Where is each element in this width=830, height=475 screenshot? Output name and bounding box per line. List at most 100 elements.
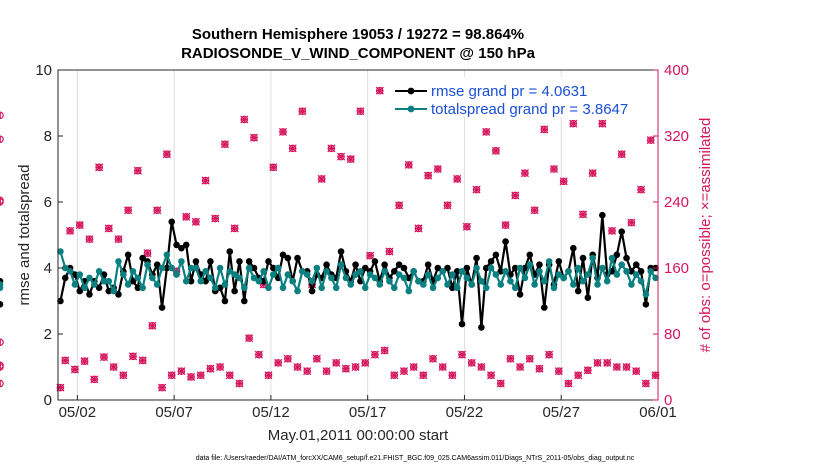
series-totalspread-point xyxy=(482,284,490,292)
obs-assimilated-marker xyxy=(283,354,292,363)
series-rmse-point xyxy=(458,320,466,328)
series-totalspread-point xyxy=(526,261,534,269)
obs-assimilated-marker xyxy=(370,350,379,359)
series-rmse-point xyxy=(449,284,456,292)
series-rmse-point xyxy=(105,287,113,295)
obs-assimilated-marker xyxy=(66,226,75,235)
series-totalspread-point xyxy=(61,264,69,272)
series-rmse-point xyxy=(444,264,451,272)
series-rmse-point xyxy=(221,297,229,305)
series-totalspread-point xyxy=(163,251,171,259)
obs-assimilated-marker xyxy=(637,185,646,194)
series-rmse-point xyxy=(613,251,621,259)
obs-assimilated-marker xyxy=(448,371,457,380)
obs-assimilated-marker xyxy=(525,354,534,363)
obs-assimilated-marker xyxy=(211,214,220,223)
series-rmse-point xyxy=(473,254,480,262)
obs-assimilated-marker xyxy=(240,115,249,124)
series-totalspread-point xyxy=(395,271,403,278)
series-totalspread-point xyxy=(439,268,446,275)
obs-assimilated-marker xyxy=(143,249,152,258)
series-totalspread-point xyxy=(647,268,655,275)
legend-rmse-label: rmse grand pr = 4.0631 xyxy=(431,83,587,100)
series-rmse-point xyxy=(139,254,146,262)
legend-box xyxy=(390,77,652,117)
series-totalspread-point xyxy=(599,264,606,272)
obs-assimilated-marker xyxy=(399,367,409,376)
obs-assimilated-marker xyxy=(317,174,326,183)
y-right-tick-label: 240 xyxy=(664,194,689,211)
series-rmse-point xyxy=(502,238,509,245)
series-rmse-point xyxy=(521,264,529,272)
series-rmse-point xyxy=(584,294,592,302)
obs-assimilated-marker xyxy=(216,362,225,372)
plot-frame xyxy=(57,69,659,401)
series-totalspread-point xyxy=(313,264,321,272)
series-totalspread-point xyxy=(347,281,355,288)
obs-assimilated-marker xyxy=(516,362,525,372)
series-rmse-point xyxy=(76,287,84,295)
series-totalspread-point xyxy=(361,284,369,292)
series-totalspread-point xyxy=(221,281,229,288)
series-rmse-point xyxy=(599,211,606,219)
series-totalspread-point xyxy=(245,264,253,272)
series-rmse-point xyxy=(284,254,292,262)
series-rmse-point xyxy=(129,277,137,285)
obs-assimilated-marker xyxy=(419,371,428,380)
series-totalspread-point xyxy=(376,281,384,288)
obs-assimilated-marker xyxy=(443,201,452,210)
series-totalspread-point xyxy=(613,271,621,278)
series-totalspread-point xyxy=(434,274,442,282)
obs-assimilated-marker xyxy=(148,321,157,330)
obs-assimilated-marker xyxy=(157,383,167,392)
obs-assimilated-marker xyxy=(472,185,481,194)
series-lines xyxy=(0,211,659,331)
series-rmse-point xyxy=(182,241,190,249)
legend: rmse grand pr = 4.0631 totalspread grand… xyxy=(390,77,652,118)
series-totalspread-point xyxy=(540,277,548,285)
series-totalspread-point xyxy=(502,268,509,275)
obs-assimilated-marker xyxy=(312,354,321,363)
series-totalspread-point xyxy=(207,274,214,282)
x-tick-label: 05/02 xyxy=(59,404,97,421)
series-rmse-point xyxy=(61,274,69,282)
series-rmse-point xyxy=(390,268,398,275)
x-tick-label: 06/01 xyxy=(639,404,677,421)
obs-assimilated-marker xyxy=(535,364,544,373)
series-rmse-point xyxy=(574,287,582,295)
obs-assimilated-marker xyxy=(119,371,128,380)
series-totalspread-point xyxy=(134,274,142,282)
obs-assimilated-marker xyxy=(380,346,389,355)
obs-assimilated-marker xyxy=(574,371,583,380)
series-totalspread-point xyxy=(129,268,137,275)
series-totalspread-point xyxy=(589,254,596,262)
series-rmse-point xyxy=(270,264,277,272)
obs-assimilated-marker xyxy=(617,150,626,159)
series-rmse-point xyxy=(463,264,471,272)
series-totalspread-point xyxy=(168,264,176,272)
obs-assimilated-marker xyxy=(395,201,404,210)
obs-assimilated-marker xyxy=(167,371,176,380)
series-rmse-point xyxy=(516,291,524,298)
series-totalspread-point xyxy=(318,284,326,292)
obs-assimilated-marker xyxy=(607,226,617,235)
series-rmse-point xyxy=(207,258,214,265)
obs-assimilated-marker xyxy=(593,358,602,367)
series-totalspread-point xyxy=(265,284,272,292)
obs-assimilated-marker xyxy=(124,206,133,215)
series-totalspread-point xyxy=(652,274,659,282)
obs-assimilated-marker xyxy=(588,169,597,178)
series-totalspread-point xyxy=(390,284,398,292)
series-rmse-point xyxy=(163,264,171,272)
series-totalspread-point xyxy=(173,271,180,278)
series-totalspread-point xyxy=(308,277,316,285)
obs-assimilated-marker xyxy=(390,371,399,380)
obs-assimilated-marker xyxy=(491,146,500,155)
obs-possible-marker xyxy=(0,379,4,388)
series-totalspread-point xyxy=(444,281,451,288)
series-totalspread-point xyxy=(357,268,364,275)
obs-assimilated-marker xyxy=(201,176,210,185)
series-totalspread-point xyxy=(618,261,626,269)
